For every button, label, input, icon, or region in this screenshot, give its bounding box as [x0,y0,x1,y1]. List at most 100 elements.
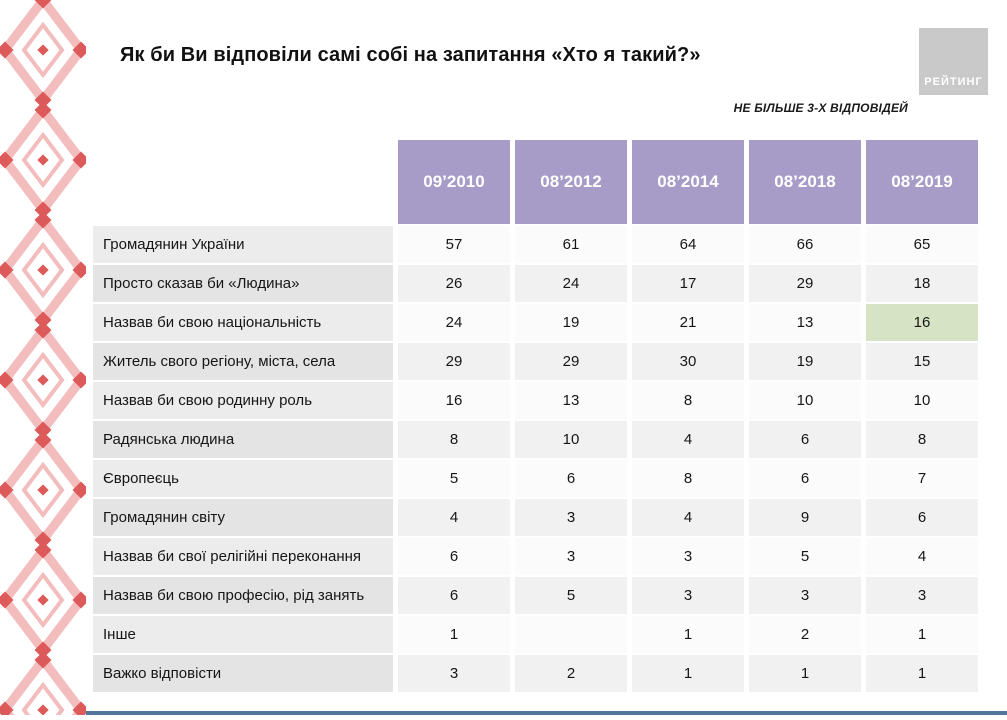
data-cell: 2 [515,655,627,692]
data-cell: 8 [866,421,978,458]
data-cell: 10 [749,382,861,419]
data-cell: 8 [632,382,744,419]
table-header-row: 09’2010 08’2012 08’2014 08’2018 08’2019 [93,140,978,224]
column-header: 09’2010 [398,140,510,224]
data-cell: 6 [398,577,510,614]
table-row: Житель свого регіону, міста, села 29 29 30 1… [93,343,978,380]
data-cell [515,616,627,653]
data-cell: 15 [866,343,978,380]
table-row: Назвав би свою родинну роль 16 13 8 10 10 [93,382,978,419]
data-cell: 1 [398,616,510,653]
data-cell: 3 [515,499,627,536]
data-cell: 30 [632,343,744,380]
table-row: Назвав би свою професію, рід занять 6 5 3 3 3 [93,577,978,614]
data-cell: 2 [749,616,861,653]
rating-logo: РЕЙТИНГ [919,28,988,95]
data-cell: 6 [515,460,627,497]
table-row: Назвав би свою національність 24 19 21 13 16 [93,304,978,341]
table-row: Громадянин світу 4 3 4 9 6 [93,499,978,536]
data-cell: 1 [632,655,744,692]
data-cell: 13 [515,382,627,419]
data-cell: 57 [398,226,510,263]
table-body: Громадянин України 57 61 64 66 65 Просто сказа… [93,226,978,692]
data-cell: 16 [866,304,978,341]
data-cell: 6 [398,538,510,575]
data-cell: 10 [515,421,627,458]
row-label: Назвав би свою національність [93,304,393,341]
row-label: Назвав би свою професію, рід занять [93,577,393,614]
data-cell: 17 [632,265,744,302]
row-label: Просто сказав би «Людина» [93,265,393,302]
data-cell: 29 [749,265,861,302]
data-cell: 6 [749,421,861,458]
row-label: Житель свого регіону, міста, села [93,343,393,380]
page-title: Як би Ви відповіли самі собі на запитанн… [120,44,701,66]
table-row: Назвав би свої релігійні переконання 6 3 3 5… [93,538,978,575]
data-cell: 6 [749,460,861,497]
data-cell: 21 [632,304,744,341]
row-label: Європеєць [93,460,393,497]
row-label: Громадянин світу [93,499,393,536]
column-header: 08’2012 [515,140,627,224]
data-cell: 3 [398,655,510,692]
data-cell: 9 [749,499,861,536]
table-row: Просто сказав би «Людина» 26 24 17 29 18 [93,265,978,302]
data-cell: 24 [515,265,627,302]
data-cell: 1 [866,655,978,692]
data-cell: 19 [515,304,627,341]
results-table: 09’2010 08’2012 08’2014 08’2018 08’2019 Гром… [88,138,983,694]
data-cell: 7 [866,460,978,497]
row-label: Інше [93,616,393,653]
data-cell: 5 [515,577,627,614]
data-cell: 1 [749,655,861,692]
row-label: Радянська людина [93,421,393,458]
rating-logo-text: РЕЙТИНГ [924,76,983,88]
data-cell: 3 [866,577,978,614]
table-row: Інше 1 1 2 1 [93,616,978,653]
data-cell: 4 [398,499,510,536]
answers-limit-note: НЕ БІЛЬШЕ 3-Х ВІДПОВІДЕЙ [733,101,908,115]
data-cell: 29 [515,343,627,380]
row-label: Назвав би свої релігійні переконання [93,538,393,575]
table-header: 09’2010 08’2012 08’2014 08’2018 08’2019 [93,140,978,224]
row-label: Назвав би свою родинну роль [93,382,393,419]
data-cell: 6 [866,499,978,536]
data-cell: 66 [749,226,861,263]
column-header: 08’2018 [749,140,861,224]
row-label: Важко відповісти [93,655,393,692]
data-cell: 3 [515,538,627,575]
data-cell: 4 [866,538,978,575]
data-cell: 65 [866,226,978,263]
data-cell: 3 [632,577,744,614]
table-row: Радянська людина 8 10 4 6 8 [93,421,978,458]
column-header: 08’2014 [632,140,744,224]
corner-spacer [93,140,393,224]
data-cell: 19 [749,343,861,380]
data-cell: 4 [632,499,744,536]
data-cell: 5 [398,460,510,497]
data-cell: 29 [398,343,510,380]
data-cell: 8 [632,460,744,497]
data-cell: 26 [398,265,510,302]
data-cell: 61 [515,226,627,263]
column-header: 08’2019 [866,140,978,224]
data-cell: 3 [749,577,861,614]
data-cell: 1 [632,616,744,653]
data-cell: 13 [749,304,861,341]
data-cell: 1 [866,616,978,653]
data-cell: 5 [749,538,861,575]
table-row: Європеєць 5 6 8 6 7 [93,460,978,497]
bottom-accent-bar [86,711,1007,715]
data-cell: 4 [632,421,744,458]
data-cell: 18 [866,265,978,302]
row-label: Громадянин України [93,226,393,263]
embroidery-pattern-icon [0,0,86,715]
data-cell: 10 [866,382,978,419]
table-row: Громадянин України 57 61 64 66 65 [93,226,978,263]
data-cell: 64 [632,226,744,263]
data-cell: 8 [398,421,510,458]
data-cell: 24 [398,304,510,341]
data-cell: 3 [632,538,744,575]
embroidery-border [0,0,86,715]
data-cell: 16 [398,382,510,419]
